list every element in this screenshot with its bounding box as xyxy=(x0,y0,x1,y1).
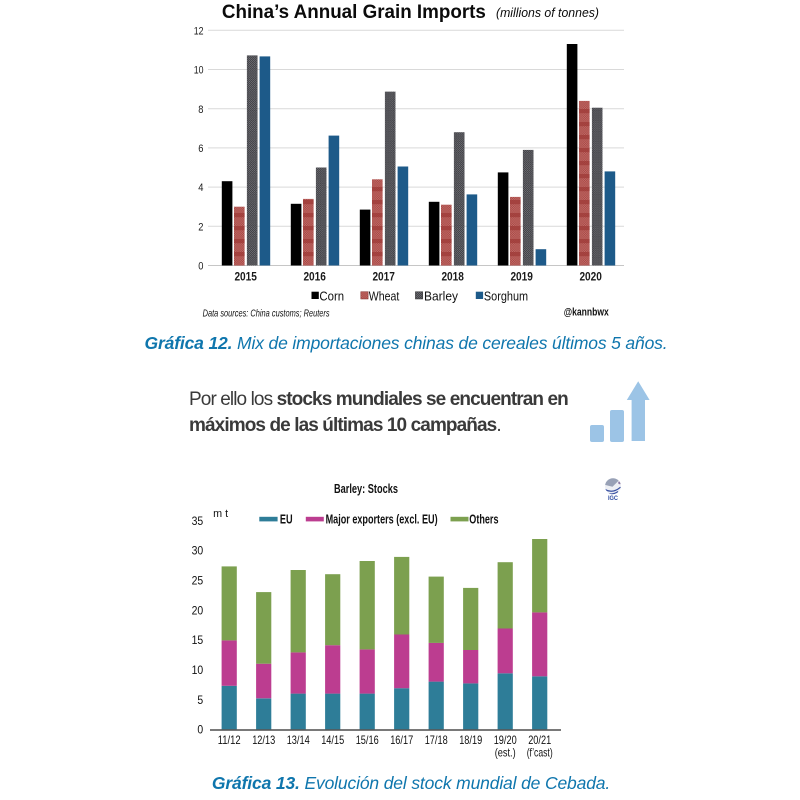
svg-text:(est.): (est.) xyxy=(495,746,516,760)
svg-text:Barley: Barley xyxy=(424,289,458,304)
svg-text:15: 15 xyxy=(192,633,204,647)
svg-text:16/17: 16/17 xyxy=(390,733,413,747)
svg-text:30: 30 xyxy=(192,544,204,558)
svg-text:Data sources: China customs; R: Data sources: China customs; Reuters xyxy=(203,308,331,320)
svg-text:19/20: 19/20 xyxy=(494,733,517,747)
svg-text:14/15: 14/15 xyxy=(321,733,344,747)
svg-text:2017: 2017 xyxy=(372,271,395,283)
svg-text:4: 4 xyxy=(198,182,203,194)
svg-text:20: 20 xyxy=(192,603,204,617)
svg-text:2016: 2016 xyxy=(303,271,326,283)
svg-text:6: 6 xyxy=(198,143,203,155)
svg-text:2: 2 xyxy=(198,221,203,233)
svg-text:(f’cast): (f’cast) xyxy=(527,746,553,760)
svg-text:2020: 2020 xyxy=(579,271,602,283)
svg-text:Corn: Corn xyxy=(319,289,344,304)
svg-text:5: 5 xyxy=(197,693,203,707)
svg-text:Major exporters (excl. EU): Major exporters (excl. EU) xyxy=(326,513,438,527)
svg-text:2019: 2019 xyxy=(510,271,533,283)
svg-text:(millions of tonnes): (millions of tonnes) xyxy=(496,5,599,20)
svg-text:17/18: 17/18 xyxy=(425,733,448,747)
svg-text:10: 10 xyxy=(194,65,204,77)
svg-text:IGC: IGC xyxy=(608,496,619,502)
svg-text:Sorghum: Sorghum xyxy=(484,289,528,304)
svg-text:20/21: 20/21 xyxy=(528,733,551,747)
svg-text:15/16: 15/16 xyxy=(356,733,379,747)
svg-text:Others: Others xyxy=(469,513,498,527)
svg-text:China’s Annual Grain Imports: China’s Annual Grain Imports xyxy=(222,2,486,23)
svg-text:13/14: 13/14 xyxy=(287,733,310,747)
svg-text:2015: 2015 xyxy=(234,271,257,283)
svg-text:12/13: 12/13 xyxy=(252,733,275,747)
svg-text:m t: m t xyxy=(213,508,228,520)
svg-text:2018: 2018 xyxy=(441,271,464,283)
svg-text:@kannbwx: @kannbwx xyxy=(564,307,610,319)
svg-text:0: 0 xyxy=(197,723,203,737)
svg-text:0: 0 xyxy=(198,261,203,273)
svg-text:10: 10 xyxy=(192,663,204,677)
svg-text:12: 12 xyxy=(194,25,204,37)
svg-text:8: 8 xyxy=(198,104,203,116)
svg-text:11/12: 11/12 xyxy=(218,733,241,747)
svg-text:EU: EU xyxy=(280,513,293,527)
svg-text:Barley: Stocks: Barley: Stocks xyxy=(334,482,398,496)
svg-text:25: 25 xyxy=(192,574,204,588)
svg-text:35: 35 xyxy=(192,514,204,528)
svg-text:18/19: 18/19 xyxy=(459,733,482,747)
svg-text:Wheat: Wheat xyxy=(369,289,400,304)
